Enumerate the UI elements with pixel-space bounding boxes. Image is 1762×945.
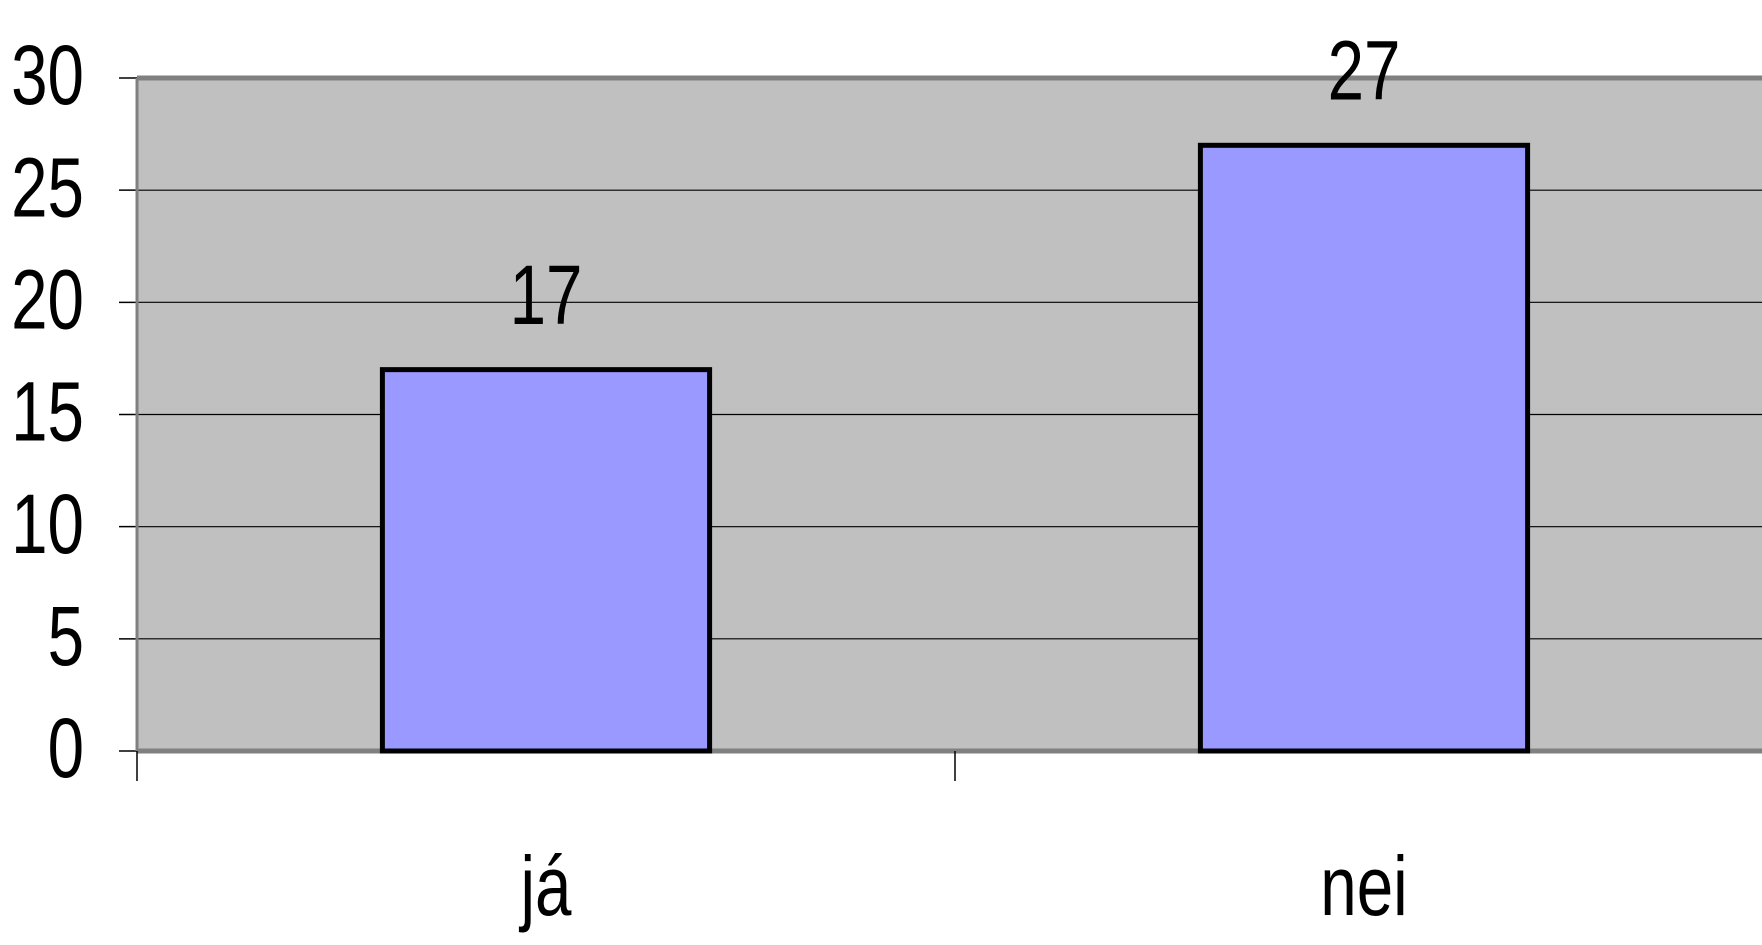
y-tick-label: 20: [11, 253, 84, 347]
y-tick-label: 0: [48, 701, 84, 795]
y-tick-label: 30: [11, 28, 84, 122]
y-tick-label: 5: [48, 589, 84, 683]
y-tick-label: 25: [11, 141, 84, 235]
data-label: 17: [510, 248, 583, 342]
y-tick-label: 15: [11, 365, 84, 459]
y-tick-label: 10: [11, 477, 84, 571]
x-tick-label: já: [519, 839, 572, 933]
x-tick-label: nei: [1320, 839, 1407, 933]
bar: [379, 367, 713, 754]
bar: [1197, 142, 1531, 754]
data-label: 27: [1328, 24, 1401, 118]
